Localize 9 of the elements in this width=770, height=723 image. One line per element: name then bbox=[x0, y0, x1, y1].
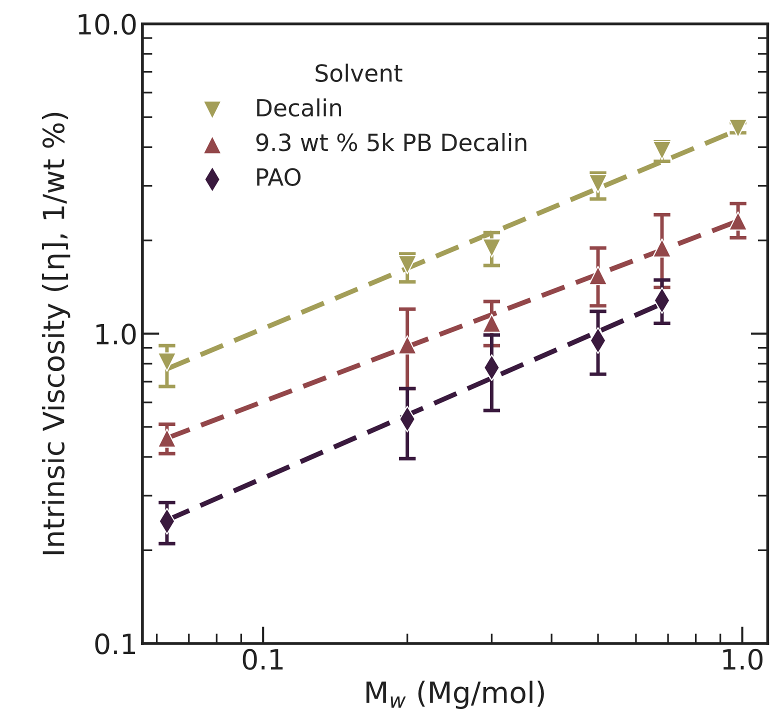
y-tick-label: 10.0 bbox=[78, 14, 136, 35]
legend-label: PAO bbox=[257, 168, 301, 186]
y-axis-title: Intrinsic Viscosity ([η], 1/wt %) bbox=[42, 112, 70, 554]
x-axis-title: M$_{w}$ (Mg/mol) bbox=[366, 680, 544, 709]
legend-label: Decalin bbox=[257, 98, 342, 117]
legend-title: Solvent bbox=[316, 64, 402, 82]
y-tick-label: 0.1 bbox=[95, 633, 136, 654]
legend-label: 9.3 wt % 5k PB Decalin bbox=[256, 133, 526, 152]
y-tick-label: 1.0 bbox=[96, 324, 136, 345]
